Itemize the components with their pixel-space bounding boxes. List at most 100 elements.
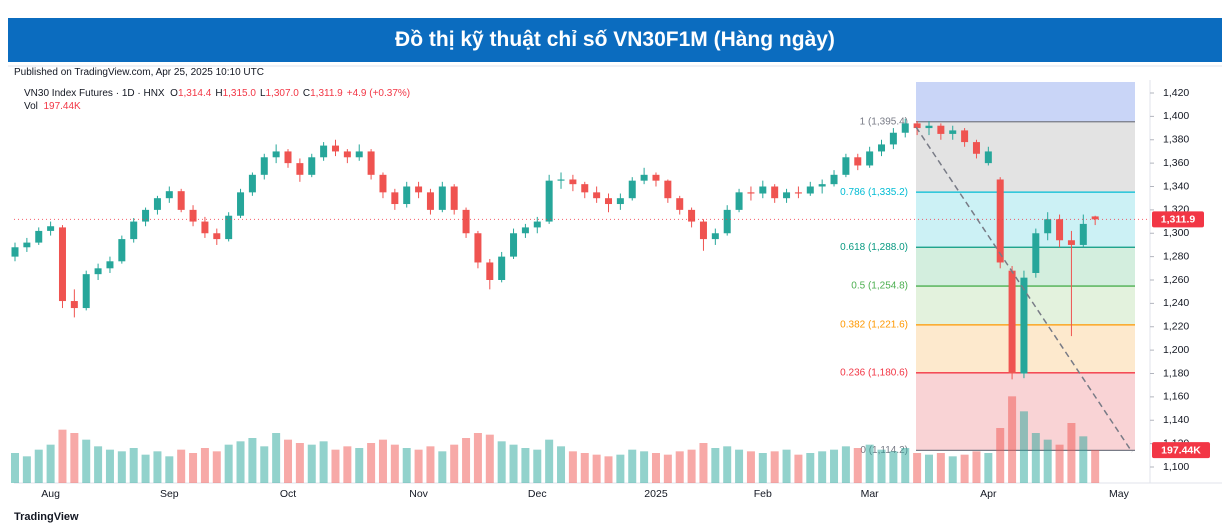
candle-body [296,163,304,175]
volume-name: Vol [24,101,38,112]
y-tick-label: 1,200 [1163,344,1189,356]
ohlc-value: 1,311.9 [310,88,343,99]
volume-bar [651,453,660,483]
volume-bar [568,451,577,483]
footer: TradingView [14,511,79,523]
candle-body [82,274,90,309]
volume-bar [972,451,981,483]
volume-bar [853,448,862,483]
y-tick-label: 1,280 [1163,250,1189,262]
volume-bar [295,443,304,483]
x-tick-label: 2025 [644,488,668,500]
candle-body [688,209,696,222]
candle-body [949,130,957,134]
volume-bar [758,453,767,483]
volume-bar [450,444,459,483]
candle-body [47,226,55,231]
candle-body [106,261,114,269]
candle-body [1067,240,1075,245]
volume-bar [924,454,933,483]
volume-bar [46,444,55,483]
y-tick-label: 1,260 [1163,274,1189,286]
fib-label: 1 (1,395.4) [860,116,908,127]
volume-tag [1152,442,1210,459]
trend-line [915,126,1133,453]
volume-bar [367,443,376,483]
volume-bar [462,438,471,483]
candle-body [652,174,660,181]
candle-body [961,130,969,143]
candle-body [676,198,684,210]
volume-bar [473,433,482,483]
x-tick-label: Mar [861,488,880,500]
candle-body [379,174,387,193]
candle-body [616,198,624,205]
candle-body [937,125,945,134]
candle-body [842,157,850,175]
y-tick-label: 1,360 [1163,157,1189,169]
y-tick-label: 1,160 [1163,391,1189,403]
candle-body [308,157,316,175]
volume-value: 197.44K [43,101,81,112]
ohlc-key: L [259,88,266,99]
candle-body [1079,223,1087,245]
candle-body [498,256,506,280]
volume-bar [94,446,103,483]
candle-body [699,221,707,240]
candle-body [818,184,826,187]
y-tick-label: 1,180 [1163,367,1189,379]
candle-body [367,151,375,175]
volume-bar [913,453,922,483]
candle-body [177,191,185,210]
volume-bar [212,451,221,483]
candle-body [201,221,209,234]
candle-body [1020,277,1028,374]
volume-bar [1008,396,1017,483]
volume-bar [141,454,150,483]
candle-body [972,142,980,154]
candle-body [711,233,719,240]
candle-body [343,151,351,158]
ohlc-value: 1,315.0 [222,88,256,99]
volume-bar [592,454,601,483]
volume-bar [414,449,423,483]
y-tick-label: 1,420 [1163,87,1189,99]
volume-bar [841,446,850,483]
volume-bar [224,444,233,483]
candle-body [70,301,78,309]
candle-body [165,191,173,199]
volume-bar [616,454,625,483]
volume-bar [889,451,898,483]
fib-zone [916,121,1135,193]
volume-bar [272,433,281,483]
x-tick-label: Nov [409,488,428,500]
volume-bar [497,441,506,483]
candle-body [118,239,126,262]
volume-bar [1019,411,1028,483]
legend-row: Vol 197.44K [24,100,414,113]
candle-body [486,262,494,280]
legend: VN30 Index Futures · 1D · HNX O1,314.4 H1… [24,87,414,113]
volume-bar [1079,436,1088,483]
volume-bar [533,449,542,483]
candle-body [415,186,423,193]
candle-body [771,186,779,199]
volume-bar [165,456,174,483]
volume-bar [378,439,387,483]
candle-body [878,144,886,152]
x-tick-label: May [1109,488,1130,500]
volume-bar [711,448,720,483]
volume-bar [723,446,732,483]
candle-body [355,151,363,158]
candle-body [593,192,601,199]
y-tick-label: 1,300 [1163,227,1189,239]
candle-body [521,227,529,234]
volume-bar [1031,433,1040,483]
y-tick-label: 1,240 [1163,297,1189,309]
y-tick-label: 1,340 [1163,180,1189,192]
candle-body [426,192,434,210]
volume-bar [236,441,245,483]
volume-bar [996,428,1005,483]
volume-bar [782,449,791,483]
